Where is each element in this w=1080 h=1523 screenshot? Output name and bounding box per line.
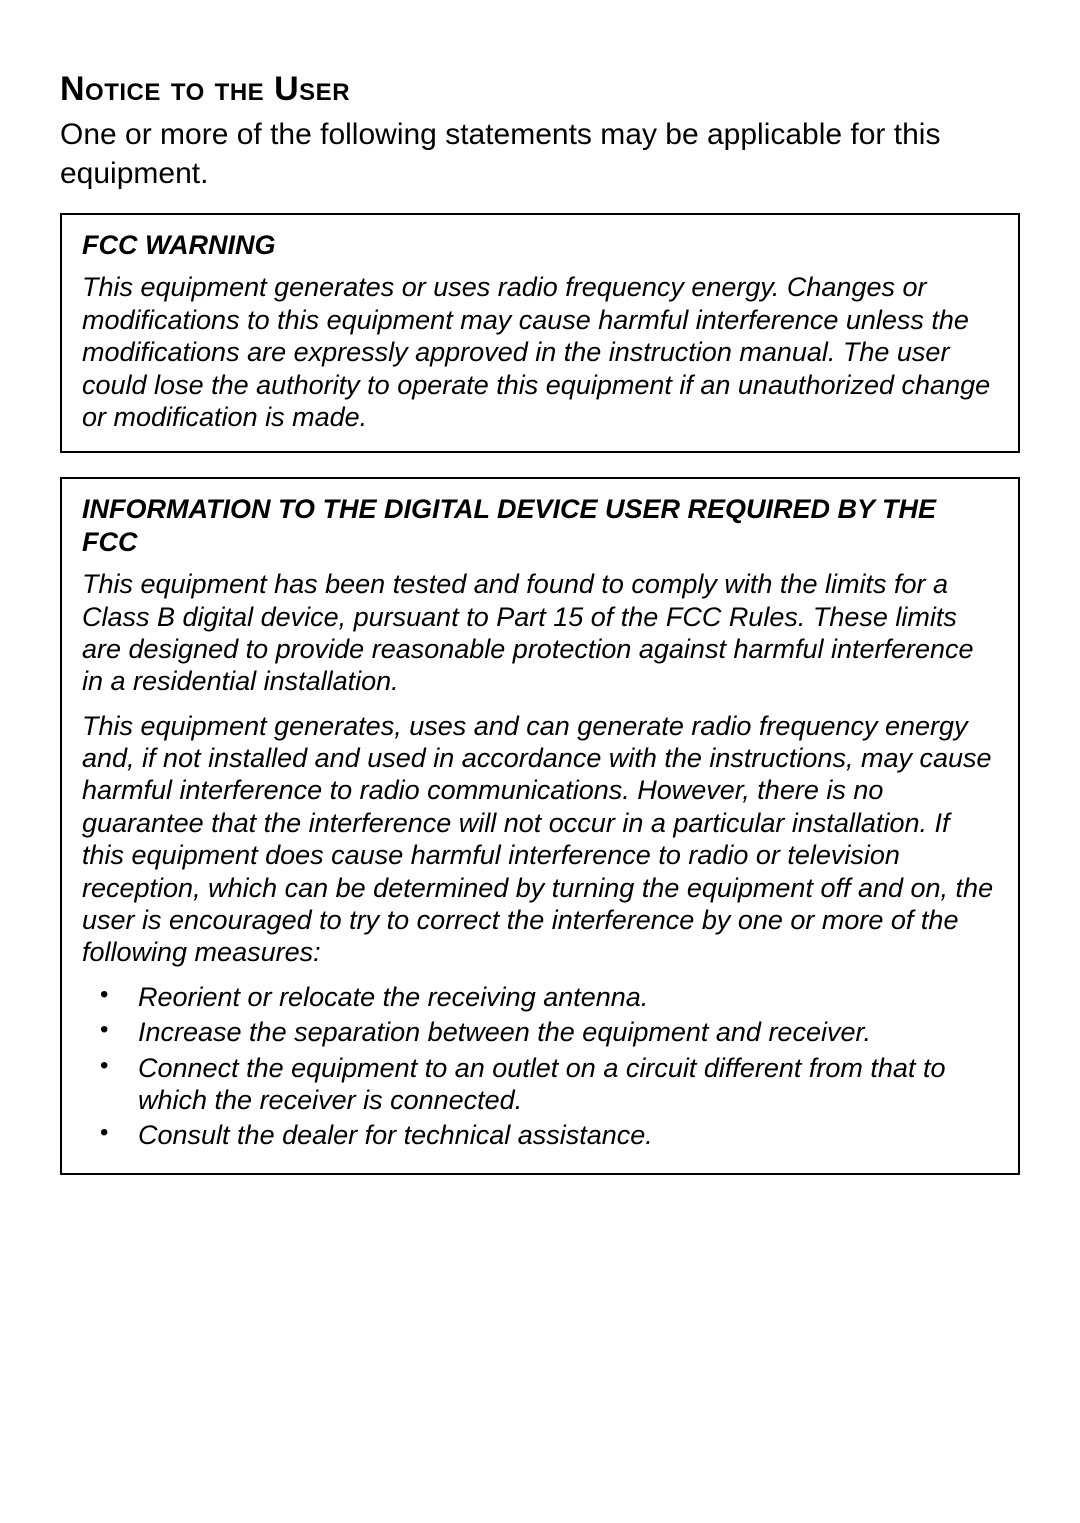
list-item: Connect the equipment to an outlet on a … <box>82 1052 998 1117</box>
fcc-measures-list: Reorient or relocate the receiving anten… <box>82 981 998 1152</box>
fcc-warning-paragraph: This equipment generates or uses radio f… <box>82 271 998 433</box>
fcc-warning-heading: FCC WARNING <box>82 229 998 261</box>
fcc-info-para2: This equipment generates, uses and can g… <box>82 710 998 969</box>
intro-text: One or more of the following statements … <box>60 115 1020 193</box>
fcc-info-box: INFORMATION TO THE DIGITAL DEVICE USER R… <box>60 477 1020 1174</box>
list-item: Consult the dealer for technical assista… <box>82 1119 998 1151</box>
page-title: Notice to the User <box>60 70 1020 109</box>
fcc-info-heading: INFORMATION TO THE DIGITAL DEVICE USER R… <box>82 493 998 558</box>
fcc-info-para1: This equipment has been tested and found… <box>82 568 998 698</box>
list-item: Increase the separation between the equi… <box>82 1016 998 1048</box>
list-item: Reorient or relocate the receiving anten… <box>82 981 998 1013</box>
fcc-warning-box: FCC WARNING This equipment generates or … <box>60 213 1020 453</box>
